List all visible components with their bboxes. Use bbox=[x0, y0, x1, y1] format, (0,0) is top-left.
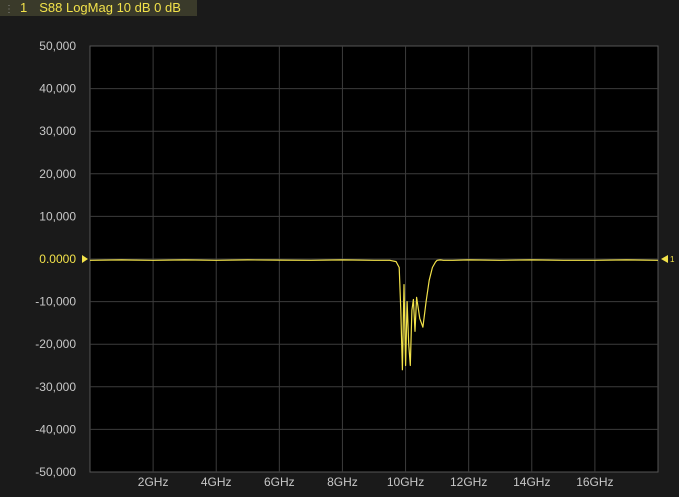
reference-markers: 1 bbox=[82, 255, 675, 264]
y-tick-label: 0.0000 bbox=[39, 252, 76, 266]
y-tick-label: -30,000 bbox=[35, 380, 76, 394]
x-tick-label: 14GHz bbox=[513, 475, 550, 489]
x-tick-label: 12GHz bbox=[450, 475, 487, 489]
y-axis-tick-labels: 50,000 40,000 30,000 20,000 10,000 0.0000 -10,… bbox=[35, 39, 76, 479]
grid bbox=[90, 46, 658, 472]
trace-label[interactable]: ⋮ 1 S88 LogMag 10 dB 0 dB bbox=[0, 0, 197, 16]
x-tick-label: 8GHz bbox=[327, 475, 358, 489]
y-tick-label: -10,000 bbox=[35, 295, 76, 309]
x-tick-label: 16GHz bbox=[576, 475, 613, 489]
drag-handle-icon[interactable]: ⋮ bbox=[4, 4, 14, 15]
reference-marker-label: 1 bbox=[670, 255, 675, 264]
trace-description: S88 LogMag 10 dB 0 dB bbox=[39, 0, 181, 15]
series-line bbox=[89, 259, 659, 371]
y-tick-label: 40,000 bbox=[39, 82, 76, 96]
y-tick-label: -50,000 bbox=[35, 465, 76, 479]
y-tick-label: 20,000 bbox=[39, 167, 76, 181]
x-tick-label: 2GHz bbox=[138, 475, 169, 489]
reference-level-right-arrow-icon[interactable] bbox=[661, 255, 668, 263]
y-tick-label: 10,000 bbox=[39, 209, 76, 223]
y-tick-label: 50,000 bbox=[39, 39, 76, 53]
x-tick-label: 4GHz bbox=[201, 475, 232, 489]
reference-level-left-arrow-icon[interactable] bbox=[82, 255, 88, 263]
x-tick-label: 10GHz bbox=[387, 475, 424, 489]
y-tick-label: 30,000 bbox=[39, 124, 76, 138]
x-tick-label: 6GHz bbox=[264, 475, 295, 489]
y-tick-label: -40,000 bbox=[35, 422, 76, 436]
series-group bbox=[89, 259, 659, 371]
x-axis-tick-labels: 2GHz 4GHz 6GHz 8GHz 10GHz 12GHz 14GHz 16GHz bbox=[138, 475, 614, 489]
trace-number: 1 bbox=[20, 0, 28, 15]
y-tick-label: -20,000 bbox=[35, 337, 76, 351]
